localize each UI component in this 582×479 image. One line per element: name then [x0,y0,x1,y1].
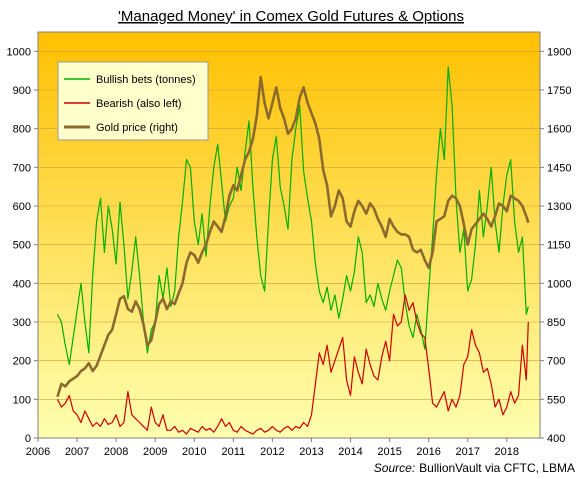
right-tick-label: 1750 [547,85,571,97]
series-layer [56,66,530,435]
x-tick-label: 2016 [416,446,440,458]
legend: Bullish bets (tonnes) Bearish (also left… [57,61,209,141]
left-tick-label: 900 [13,85,31,97]
right-tick-label: 700 [547,356,565,368]
right-tick-label: 400 [547,433,565,445]
series-line-bullish [56,66,529,366]
source-label: Source: [374,461,415,475]
x-axis: 2006 2007 2008 2009 2010 2011 2012 2013 2014 2015… [26,438,519,458]
right-tick-label: 1450 [547,162,571,174]
left-tick-label: 1000 [7,46,31,58]
legend-label-bullish: Bullish bets (tonnes) [96,74,196,86]
x-tick-label: 2006 [26,446,50,458]
source-note: Source: BullionVault via CFTC, LBMA [374,461,575,475]
x-tick-label: 2014 [338,446,362,458]
x-tick-label: 2012 [260,446,284,458]
x-tick-label: 2008 [104,446,128,458]
left-tick-label: 200 [13,356,31,368]
right-tick-label: 1150 [547,240,571,252]
source-text: BullionVault via CFTC, LBMA [419,461,575,475]
x-tick-label: 2013 [299,446,323,458]
legend-label-bearish: Bearish (also left) [96,98,182,110]
right-tick-label: 1300 [547,201,571,213]
x-tick-label: 2009 [143,446,167,458]
left-tick-label: 500 [13,240,31,252]
left-tick-label: 700 [13,162,31,174]
series-line-gold-price [56,75,530,398]
right-tick-label: 1600 [547,124,571,136]
x-tick-label: 2011 [222,446,246,458]
x-tick-label: 2007 [65,446,89,458]
x-tick-label: 2015 [377,446,401,458]
right-axis: 400 550 700 850 1000 1150 1300 1450 1600 1750 1900 [540,46,571,445]
right-tick-label: 850 [547,317,565,329]
chart-title: 'Managed Money' in Comex Gold Futures & … [118,8,464,25]
left-tick-label: 800 [13,124,31,136]
x-tick-label: 2017 [455,446,479,458]
left-tick-label: 100 [13,394,31,406]
right-tick-label: 1000 [547,278,571,290]
x-tick-label: 2018 [495,446,519,458]
legend-label-gold-price: Gold price (right) [96,122,178,134]
x-tick-label: 2010 [182,446,206,458]
left-tick-label: 0 [25,433,31,445]
right-tick-label: 1900 [547,46,571,58]
left-tick-label: 600 [13,201,31,213]
left-tick-label: 400 [13,278,31,290]
left-axis: 0 100 200 300 400 500 600 700 800 900 1000 [7,46,38,445]
series-line-bearish [56,294,529,435]
left-tick-label: 300 [13,317,31,329]
right-tick-label: 550 [547,394,565,406]
